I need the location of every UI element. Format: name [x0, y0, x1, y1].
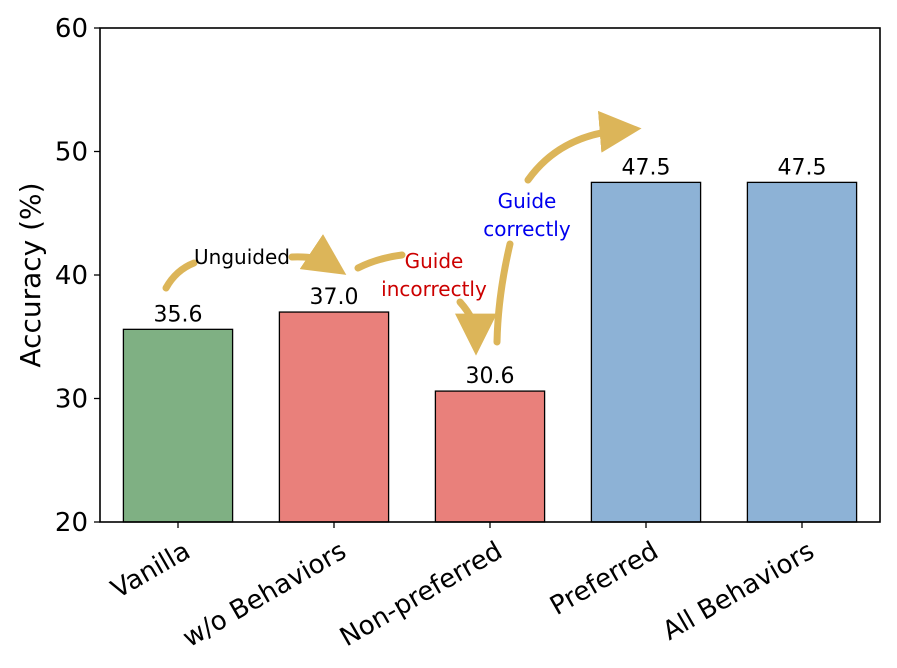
guide-incorrectly-arrow-top — [354, 251, 406, 272]
guide-incorrectly-arrow-down — [454, 298, 497, 356]
bar-value-label: 30.6 — [466, 364, 515, 389]
annotation-arrows — [162, 110, 642, 356]
unguided-arrow-left — [162, 259, 198, 292]
x-tick-label: Vanilla — [106, 536, 195, 605]
x-tick-label: Non-preferred — [335, 536, 507, 653]
unguided-label: Unguided — [194, 245, 290, 269]
y-tick-label: 20 — [55, 508, 88, 538]
y-tick-label: 60 — [55, 14, 88, 44]
bar-value-label: 47.5 — [622, 155, 671, 180]
bar-value-label: 37.0 — [310, 285, 359, 310]
bar-non-preferred — [434, 390, 546, 523]
bar-value-label: 47.5 — [778, 155, 827, 180]
guide-correctly-label: Guide correctly — [483, 189, 571, 241]
guide-correctly-arrow-curve — [524, 110, 642, 184]
bar-all-behaviors — [746, 181, 858, 523]
x-tick-label: Preferred — [545, 536, 663, 622]
bar-preferred — [590, 181, 702, 523]
unguided-arrow-right — [288, 234, 347, 275]
bar-w-o-behaviors — [278, 311, 390, 523]
bar-value-label: 35.6 — [154, 302, 203, 327]
y-tick-label: 50 — [55, 138, 88, 168]
guide-correctly-arrow-up — [493, 240, 514, 346]
y-tick-label: 30 — [55, 385, 88, 415]
y-tick-label: 40 — [55, 261, 88, 291]
bar-vanilla — [122, 328, 234, 523]
x-tick-label: w/o Behaviors — [178, 536, 352, 654]
y-axis-label: Accuracy (%) — [14, 182, 47, 367]
x-tick-label: All Behaviors — [658, 536, 820, 647]
guide-incorrectly-label: Guide incorrectly — [381, 249, 487, 301]
